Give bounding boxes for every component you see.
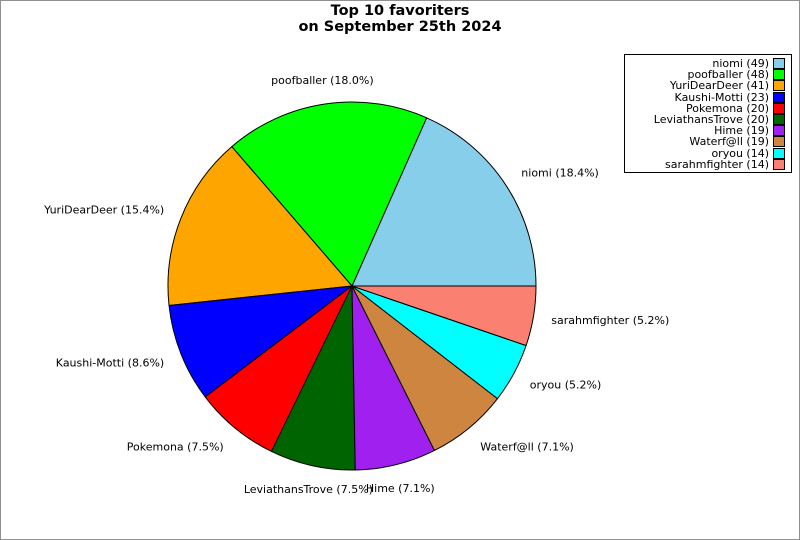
legend-label: poofballer (48) [687,68,769,82]
legend-swatch [773,58,785,70]
legend-label: Kaushi-Motti (23) [674,90,769,104]
legend-swatch [773,69,785,81]
legend-label: YuriDearDeer (41) [669,79,769,93]
legend-swatch [773,102,785,114]
legend-item-Hime: Hime (19) [625,124,791,138]
legend-swatch [773,125,785,137]
legend-label: oryou (14) [711,146,769,160]
pie-slice-sarahmfighter [351,285,537,347]
pie-slice-Kaushi-Motti [168,285,353,398]
legend-label: LeviathansTrove (20) [653,113,769,127]
pie-slice-poofballer [231,101,428,287]
pie-label-Pokemona: Pokemona (7.5%) [127,440,224,453]
chart-title: Top 10 favoriters on September 25th 2024 [1,3,799,35]
legend-label: sarahmfighter (14) [665,157,769,171]
pie-label-niomi: niomi (18.4%) [521,166,599,179]
legend-swatch [773,147,785,159]
pie-label-Kaushi-Motti: Kaushi-Motti (8.6%) [56,356,164,369]
chart-title-line2: on September 25th 2024 [298,18,502,35]
pie-slice-YuriDearDeer [167,146,353,306]
legend-swatch [773,80,785,92]
pie-label-YuriDearDeer: YuriDearDeer (15.4%) [43,203,164,216]
legend-swatch [773,91,785,103]
legend-swatch [773,114,785,126]
legend-item-oryou: oryou (14) [625,146,791,160]
legend-label: niomi (49) [712,57,769,71]
legend-item-Waterf@ll: Waterf@ll (19) [625,135,791,149]
legend-label: Hime (19) [714,124,769,138]
pie-slice-niomi [351,117,537,287]
legend-swatch [773,136,785,148]
legend-swatch [773,158,785,170]
pie-label-Waterf@ll: Waterf@ll (7.1%) [480,440,574,453]
legend-item-Kaushi-Motti: Kaushi-Motti (23) [625,90,791,104]
chart-title-line1: Top 10 favoriters [330,3,470,19]
pie-label-oryou: oryou (5.2%) [530,379,602,392]
legend-label: Pokemona (20) [686,101,769,115]
pie-label-poofballer: poofballer (18.0%) [271,74,373,87]
legend-item-niomi: niomi (49) [625,57,791,71]
legend-label: Waterf@ll (19) [689,135,769,149]
legend-item-YuriDearDeer: YuriDearDeer (41) [625,79,791,93]
legend-item-Pokemona: Pokemona (20) [625,101,791,115]
pie-label-Hime: Hime (7.1%) [366,482,435,495]
legend: niomi (49) poofballer (48) YuriDearDeer (4… [624,54,792,173]
legend-item-LeviathansTrove: LeviathansTrove (20) [625,113,791,127]
pie-label-LeviathansTrove: LeviathansTrove (7.5%) [244,483,373,496]
legend-item-sarahmfighter: sarahmfighter (14) [625,157,791,171]
pie-label-sarahmfighter: sarahmfighter (5.2%) [551,314,669,327]
legend-item-poofballer: poofballer (48) [625,68,791,82]
